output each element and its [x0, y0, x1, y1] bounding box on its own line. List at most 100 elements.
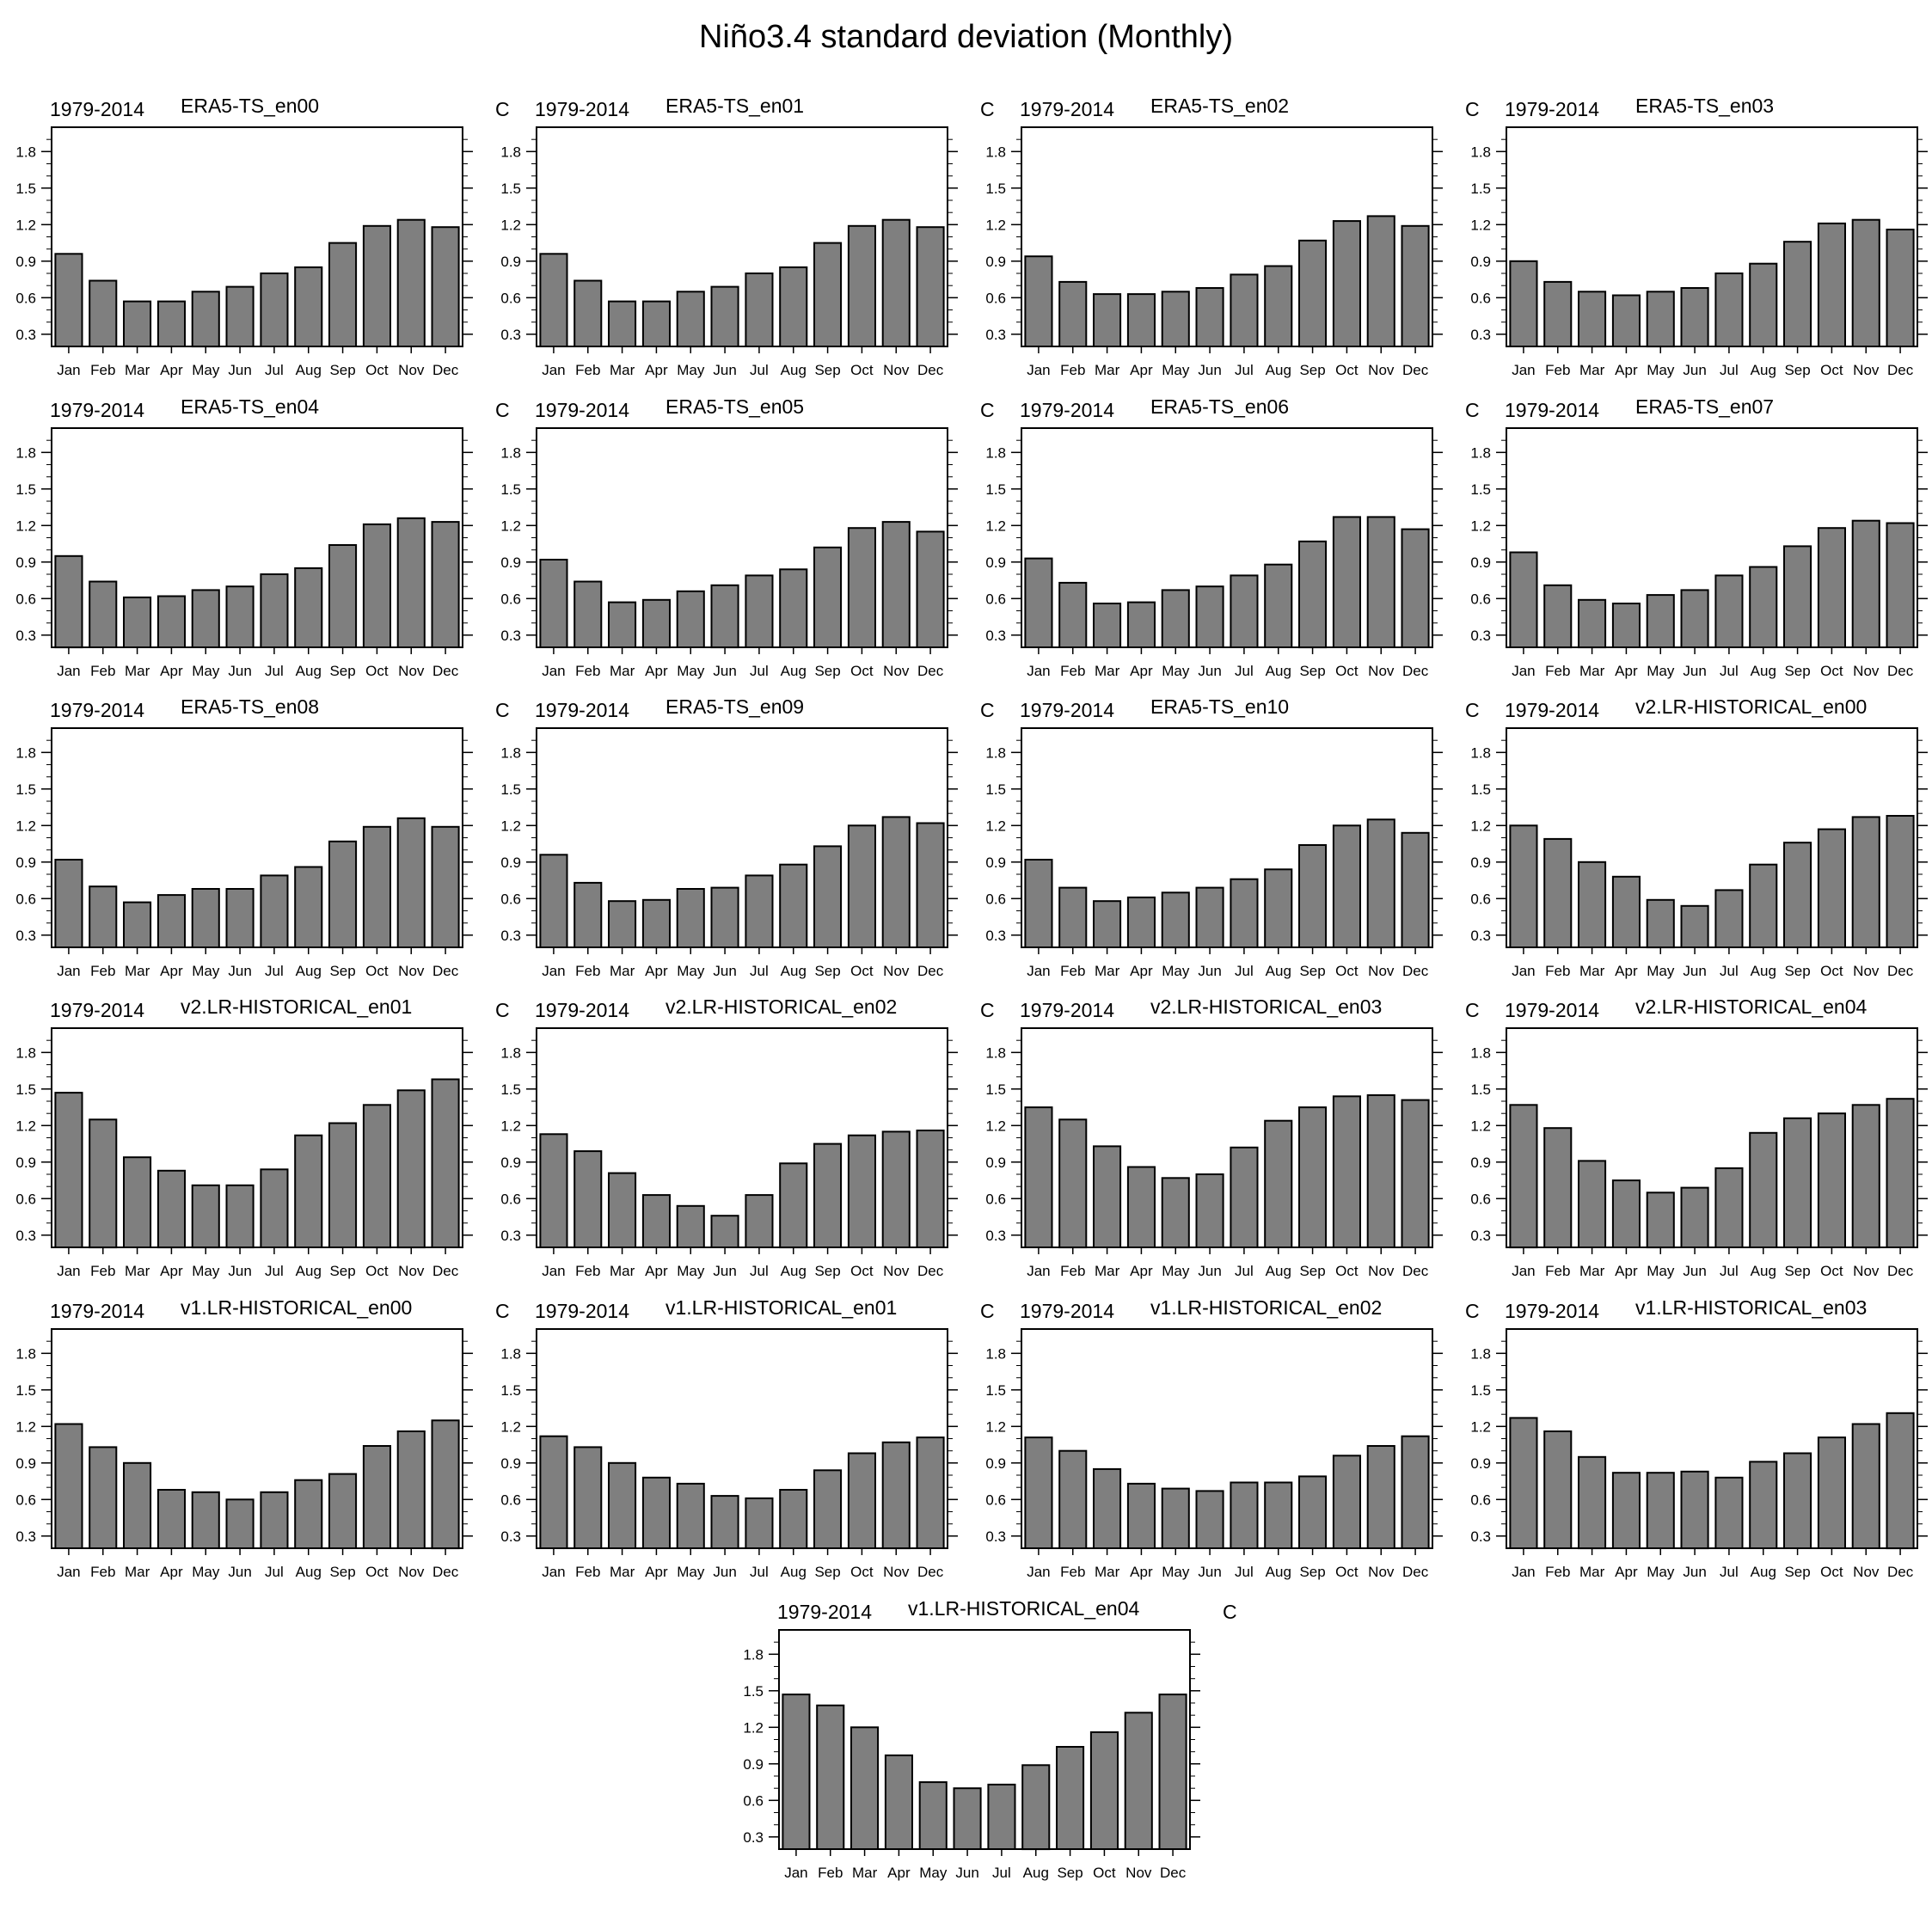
bar [1680, 1470, 1709, 1550]
bar-chart: Jan Feb Mar Apr May Jun Jul Aug Sep Oct Nov Dec 0.3 0… [985, 427, 1443, 679]
bar [1366, 1093, 1395, 1249]
x-tick-label: Nov [1853, 1263, 1880, 1279]
bar [779, 266, 808, 347]
x-tick-label: Apr [645, 1263, 668, 1279]
x-tick-label: Mar [1579, 362, 1605, 378]
chart-panel: 1979-2014ERA5-TS_en07CJanFebMarAprMayJun… [1470, 395, 1932, 679]
y-tick-label: 0.3 [1470, 1228, 1491, 1244]
bar [1024, 255, 1053, 347]
panel-title: ERA5-TS_en10 [1150, 695, 1290, 718]
bar [1578, 861, 1607, 948]
y-tick-label: 0.9 [500, 1455, 521, 1472]
x-tick-label: Oct [1335, 963, 1359, 979]
x-tick-label: Dec [1402, 963, 1429, 979]
x-tick-label: Oct [1093, 1865, 1116, 1881]
chart-panel: 1979-2014ERA5-TS_en03CJanFebMarAprMayJun… [1470, 95, 1932, 378]
bar-chart: Jan Feb Mar Apr May Jun Jul Aug Sep Oct Nov Dec 0.3 0… [985, 727, 1443, 979]
bar [987, 1783, 1016, 1850]
y-tick-label: 0.3 [1470, 928, 1491, 944]
bar [1886, 815, 1915, 948]
panel-period-label: 1979-2014 [1020, 98, 1114, 120]
y-tick-label: 0.3 [15, 1528, 36, 1545]
panel-title: v2.LR-HISTORICAL_en01 [181, 995, 413, 1018]
y-tick-label: 1.5 [15, 781, 36, 798]
panel-period-label: 1979-2014 [50, 999, 144, 1021]
x-tick-label: Feb [1060, 1263, 1085, 1279]
bar [1783, 545, 1812, 648]
bar [1680, 904, 1709, 949]
x-tick-label: Sep [329, 1564, 355, 1580]
bar [89, 580, 118, 648]
bar [1783, 1117, 1812, 1248]
x-tick-label: Jan [542, 663, 565, 679]
bar [362, 1445, 391, 1549]
x-tick-label: Jun [228, 1263, 251, 1279]
bar [1298, 540, 1328, 649]
panel-period-label: 1979-2014 [535, 98, 629, 120]
bar [881, 218, 911, 347]
panel-period-label: 1979-2014 [1505, 399, 1599, 421]
x-tick-label: Mar [610, 1263, 635, 1279]
bar [884, 1754, 914, 1850]
x-tick-label: Dec [432, 663, 459, 679]
bar [608, 1461, 637, 1549]
x-tick-label: Jul [265, 663, 284, 679]
bar [1817, 527, 1846, 648]
y-tick-label: 0.9 [500, 854, 521, 871]
plot-frame [51, 1027, 463, 1248]
y-tick-label: 0.3 [1470, 327, 1491, 343]
y-tick-label: 0.9 [1470, 1455, 1491, 1472]
x-tick-label: Feb [575, 963, 600, 979]
panel-title: v2.LR-HISTORICAL_en04 [1635, 995, 1868, 1018]
bar [123, 596, 152, 648]
x-tick-label: Sep [1784, 1564, 1810, 1580]
x-tick-label: Dec [432, 1564, 459, 1580]
chart-panel: 1979-2014 ERA5-TS_en06 C Jan Feb Mar Apr May Jun… [985, 395, 1501, 679]
x-tick-label: Apr [1130, 1263, 1153, 1279]
bar [1161, 589, 1190, 648]
x-tick-label: Aug [1751, 362, 1776, 378]
chart-panel: 1979-2014 ERA5-TS_en09 C Jan Feb Mar Apr May Jun… [500, 695, 1016, 979]
bar [1332, 1095, 1361, 1248]
chart-panel: 1979-2014 ERA5-TS_en00 C Jan Feb Mar Apr May Jun… [15, 95, 531, 378]
x-tick-label: Dec [917, 1564, 944, 1580]
y-tick-label: 1.2 [500, 217, 521, 233]
x-tick-label: Jul [750, 1564, 769, 1580]
bar [608, 601, 637, 649]
x-tick-label: Oct [365, 663, 389, 679]
x-tick-label: Jun [713, 362, 736, 378]
x-tick-label: Apr [645, 1564, 668, 1580]
x-tick-label: Jun [228, 663, 251, 679]
y-tick-label: 0.6 [15, 1191, 36, 1207]
chart-panel: 1979-2014 v1.LR-HISTORICAL_en02 C Jan Feb Mar… [985, 1296, 1501, 1580]
bar [1646, 291, 1675, 348]
bar [89, 1446, 118, 1549]
y-tick-label: 1.5 [1470, 1081, 1491, 1098]
panel-title: v1.LR-HISTORICAL_en02 [1150, 1296, 1383, 1319]
bar [745, 574, 774, 648]
x-tick-label: Jan [1027, 362, 1050, 378]
bar [813, 546, 843, 648]
bar [1093, 603, 1122, 648]
bar [1509, 551, 1538, 648]
bar [1161, 291, 1190, 348]
y-tick-label: 1.8 [500, 444, 521, 461]
y-tick-label: 1.2 [500, 518, 521, 534]
bar [362, 224, 391, 347]
bar [1195, 886, 1224, 949]
bar [1366, 1445, 1395, 1549]
bar [1126, 896, 1156, 948]
x-tick-label: Nov [1853, 362, 1880, 378]
bar [1578, 291, 1607, 348]
bar [1646, 898, 1675, 949]
bar [1543, 280, 1573, 347]
bar [1093, 900, 1122, 948]
x-tick-label: Oct [850, 362, 874, 378]
bar [431, 1419, 460, 1550]
x-tick-label: Apr [1615, 1263, 1638, 1279]
plot-frame [536, 1027, 948, 1248]
bar [191, 589, 220, 648]
y-tick-label: 1.2 [15, 217, 36, 233]
x-tick-label: Oct [365, 1564, 389, 1580]
bar [1749, 566, 1778, 648]
